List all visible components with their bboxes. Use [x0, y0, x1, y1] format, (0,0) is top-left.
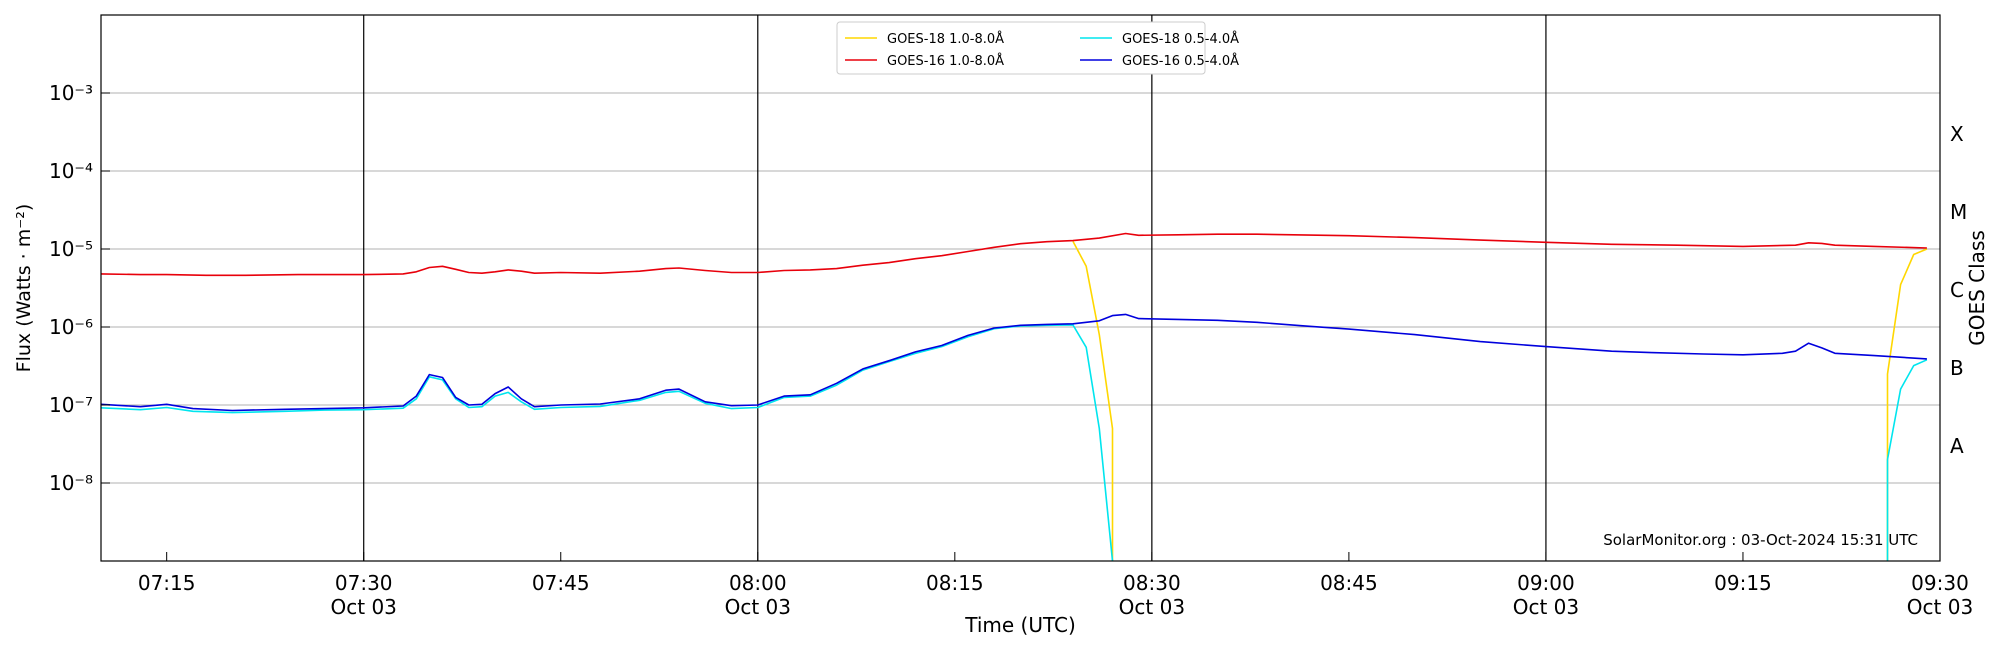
x-tick-sublabel: Oct 03 [1119, 595, 1185, 619]
x-axis-label: Time (UTC) [964, 613, 1076, 637]
x-tick-label: 09:30 [1911, 571, 1969, 595]
x-tick-sublabel: Oct 03 [1513, 595, 1579, 619]
x-tick-label: 07:15 [138, 571, 196, 595]
x-tick-sublabel: Oct 03 [725, 595, 791, 619]
right-axis-label: GOES Class [1965, 230, 1989, 346]
legend-label: GOES-18 0.5-4.0Å [1122, 31, 1239, 47]
plot-frame [100, 14, 1941, 562]
goes-class-label: C [1950, 278, 1964, 302]
x-tick-label: 09:15 [1714, 571, 1772, 595]
x-tick-sublabel: Oct 03 [331, 595, 397, 619]
legend-label: GOES-18 1.0-8.0Å [887, 31, 1004, 47]
series-line [100, 324, 1114, 562]
series-line-segment [1886, 248, 1928, 561]
x-tick-label: 09:00 [1517, 571, 1575, 595]
y-tick-label: 10⁻³ [49, 81, 93, 105]
x-tick-sublabel: Oct 03 [1907, 595, 1973, 619]
y-axis-label: Flux (Watts · m⁻²) [13, 204, 35, 373]
legend-box [836, 21, 1206, 75]
legend-label: GOES-16 0.5-4.0Å [1122, 53, 1239, 69]
y-tick-label: 10⁻⁷ [49, 393, 93, 417]
y-tick-label: 10⁻⁸ [49, 471, 93, 495]
goes-class-label: X [1950, 122, 1964, 146]
x-tick-label: 08:30 [1123, 571, 1181, 595]
goes-class-label: M [1950, 200, 1967, 224]
series-lines [100, 232, 1928, 562]
y-tick-label: 10⁻⁶ [49, 315, 93, 339]
x-tick-label: 07:30 [335, 571, 393, 595]
legend: GOES-18 1.0-8.0Å GOES-16 1.0-8.0Å GOES-18 … [836, 21, 1239, 75]
y-tick-label: 10⁻⁴ [49, 159, 93, 183]
x-tick-label: 08:00 [729, 571, 787, 595]
series-line [100, 232, 1927, 277]
day-vertical-lines [363, 15, 1547, 561]
series-line [100, 313, 1927, 412]
goes-class-labels: A B C M X [1950, 122, 1967, 458]
goes-class-label: A [1950, 434, 1964, 458]
x-tick-label: 08:45 [1320, 571, 1378, 595]
y-tick-label: 10⁻⁵ [49, 237, 93, 261]
goes-class-label: B [1950, 356, 1964, 380]
x-tick-label: 07:45 [532, 571, 590, 595]
source-annotation: SolarMonitor.org : 03-Oct-2024 15:31 UTC [1603, 531, 1918, 549]
series-line [1072, 241, 1114, 561]
series-line-segment [1886, 359, 1928, 561]
x-tick-label: 08:15 [926, 571, 984, 595]
legend-label: GOES-16 1.0-8.0Å [887, 53, 1004, 69]
